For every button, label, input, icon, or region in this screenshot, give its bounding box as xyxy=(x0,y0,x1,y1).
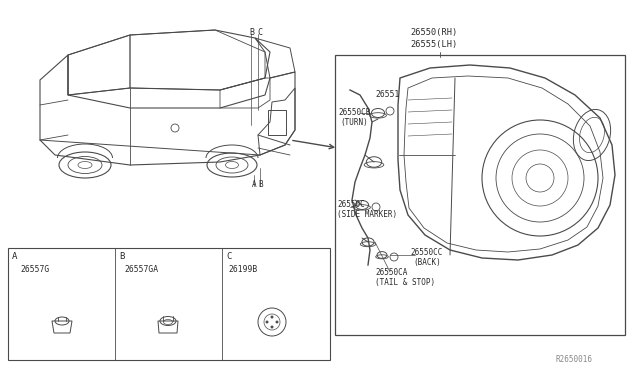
Text: 26550(RH): 26550(RH) xyxy=(410,28,457,37)
Text: C: C xyxy=(257,28,262,37)
Bar xyxy=(8,248,330,360)
Text: C: C xyxy=(226,252,232,261)
Text: 26551: 26551 xyxy=(375,90,399,99)
Text: A: A xyxy=(12,252,17,261)
Circle shape xyxy=(276,321,278,323)
Bar xyxy=(268,110,286,135)
Text: (TURN): (TURN) xyxy=(340,118,368,127)
Text: 26555(LH): 26555(LH) xyxy=(410,40,457,49)
Circle shape xyxy=(271,316,273,318)
Text: (SIDE MARKER): (SIDE MARKER) xyxy=(337,210,397,219)
Text: 26557G: 26557G xyxy=(20,265,49,274)
Text: (BACK): (BACK) xyxy=(413,258,441,267)
Text: B: B xyxy=(258,180,262,189)
Circle shape xyxy=(271,326,273,328)
Circle shape xyxy=(266,321,268,323)
Text: B: B xyxy=(119,252,124,261)
Text: (TAIL & STOP): (TAIL & STOP) xyxy=(375,278,435,287)
Text: 26550CB: 26550CB xyxy=(338,108,371,117)
Text: 26199B: 26199B xyxy=(228,265,257,274)
Circle shape xyxy=(171,124,179,132)
Text: 26557GA: 26557GA xyxy=(124,265,158,274)
Text: 26550C: 26550C xyxy=(337,200,365,209)
Text: 26550CA: 26550CA xyxy=(375,268,408,277)
Text: A: A xyxy=(252,180,257,189)
Text: 26550CC: 26550CC xyxy=(410,248,442,257)
Bar xyxy=(335,55,625,335)
Text: R2650016: R2650016 xyxy=(555,355,592,364)
Text: B: B xyxy=(249,28,254,37)
